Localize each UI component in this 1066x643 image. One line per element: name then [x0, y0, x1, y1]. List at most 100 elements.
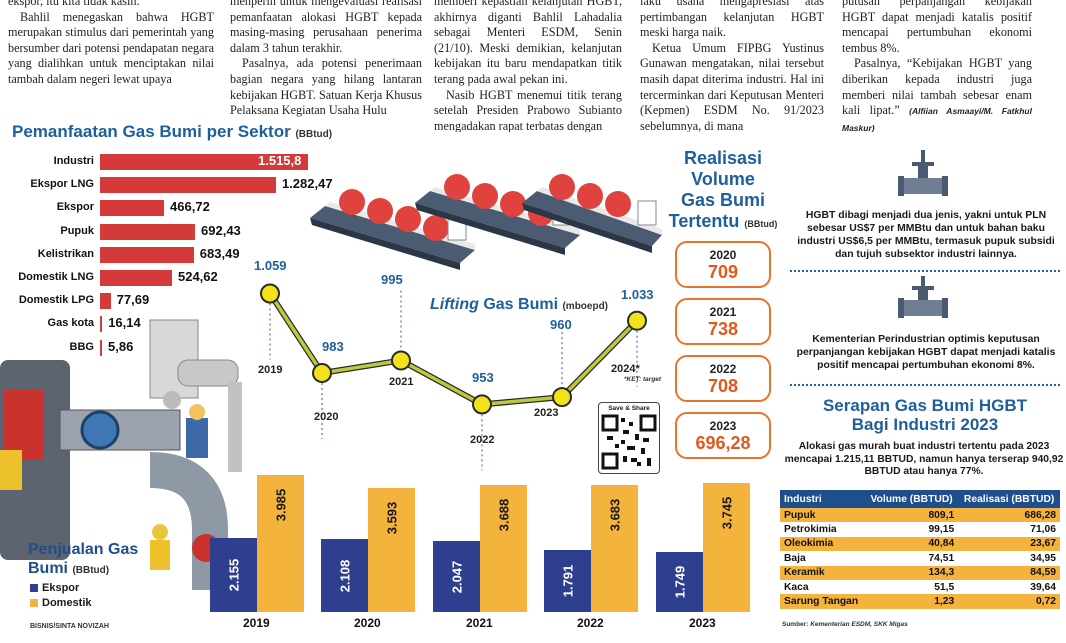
sales-bar-domestik: 3.593: [368, 488, 415, 612]
article-text: ekspor, itu kita tidak kasih.” Bahlil me…: [0, 0, 1066, 132]
lng-ship-icon: [522, 174, 662, 253]
sector-value-label: 466,72: [170, 199, 210, 215]
source-note: Sumber: Kementerian ESDM, SKK Migas: [782, 621, 908, 628]
table-cell: Keramik: [780, 565, 865, 580]
realisasi-year: 2023: [709, 419, 737, 433]
table-cell: 134,3: [864, 565, 959, 580]
sector-bar: [100, 200, 165, 217]
lifting-chart-title: Lifting Gas Bumi (mboepd): [430, 296, 609, 313]
sales-value-label: 3.688: [496, 498, 511, 532]
sector-row: Ekspor 466,72: [0, 198, 330, 217]
credit-line: BISNIS/SINTA NOVIZAH: [30, 623, 109, 630]
table-cell: Sarung Tangan: [780, 594, 865, 609]
lifting-year-label: 2023: [534, 407, 559, 420]
table-cell: 84,59: [958, 565, 1060, 580]
lifting-point: [552, 387, 572, 408]
table-header-cell: Industri: [780, 490, 865, 508]
lifting-value-label: 953: [472, 370, 494, 386]
sales-bar-domestik: 3.688: [480, 484, 527, 612]
sales-bar-domestik: 3.745: [703, 482, 750, 612]
sales-bar-domestik: 3.683: [591, 484, 638, 612]
sector-chart-title: Pemanfaatan Gas Bumi per Sektor (BBtud): [12, 122, 333, 141]
sector-value-label: 1.282,47: [281, 176, 333, 192]
table-header-cell: Realisasi (BBTUD): [958, 490, 1060, 508]
lifting-point: [627, 310, 647, 331]
sales-bar-ekspor: 2.047: [433, 541, 480, 612]
lifting-value-label: 1.059: [254, 257, 287, 273]
realisasi-value: 738: [707, 319, 739, 339]
sector-bar: [100, 293, 111, 310]
sector-value-label: 5,86: [108, 338, 134, 354]
legend-swatch: [30, 584, 38, 593]
sector-bar: [100, 223, 196, 240]
table-cell: 809,1: [864, 508, 959, 523]
realisasi-box: 2021 738: [675, 298, 771, 345]
sector-row: BBG 5,86: [0, 338, 330, 357]
realisasi-value: 709: [707, 262, 739, 282]
table-cell: 39,64: [958, 579, 1060, 595]
sector-bar: [100, 154, 308, 170]
sector-row: Industri 1.515,8: [0, 152, 330, 171]
lifting-point: [312, 363, 332, 384]
realisasi-title: Realisasi Volume Gas Bumi Tertentu (BBtu…: [668, 148, 778, 231]
sales-value-label: 3.985: [273, 488, 288, 521]
divider: [790, 384, 1060, 386]
sector-value-label: 683,49: [199, 245, 240, 261]
serapan-title: Serapan Gas Bumi HGBT Bagi Industri 2023: [822, 396, 1028, 434]
table-row: Kaca 51,5 39,64: [780, 579, 1060, 595]
sector-bar: [100, 339, 102, 356]
legend-domestik: Domestik: [30, 597, 92, 609]
table-cell: 1,23: [864, 594, 959, 609]
table-header-row: Industri Volume (BBTUD) Realisasi (BBTUD…: [780, 490, 1060, 508]
table-cell: Pupuk: [780, 508, 865, 523]
realisasi-year: 2021: [709, 305, 737, 319]
sales-bar-domestik: 3.985: [257, 474, 304, 612]
lifting-target-note: *KET: target: [624, 376, 662, 383]
table-cell: 99,15: [864, 522, 959, 537]
sales-year-label: 2022: [577, 616, 604, 630]
lng-ship-icon: [310, 189, 475, 270]
serapan-table: Industri Volume (BBTUD) Realisasi (BBTUD…: [780, 490, 1060, 609]
sales-value-label: 2.108: [337, 559, 352, 592]
sales-value-label: 2.155: [226, 558, 241, 592]
sector-row: Domestik LNG 524,62: [0, 268, 330, 287]
realisasi-value: 696,28: [695, 433, 751, 453]
table-cell: 686,28: [958, 508, 1060, 523]
sector-value-label: 524,62: [177, 269, 218, 284]
sector-bar: [100, 270, 172, 286]
sector-label: Ekspor LNG: [30, 178, 94, 191]
qr-label: Save & Share: [608, 405, 650, 412]
table-cell: 40,84: [864, 536, 959, 552]
sector-label: Industri: [53, 155, 94, 167]
realisasi-year: 2022: [709, 362, 737, 376]
sales-chart-title: Penjualan Gas Bumi (BBtud): [28, 541, 139, 577]
sector-row: Gas kota 16,14: [0, 314, 330, 333]
sales-year-label: 2021: [466, 616, 493, 630]
sector-label: BBG: [69, 340, 94, 353]
table-row: Pupuk 809,1 686,28: [780, 508, 1060, 523]
sales-year-label: 2023: [689, 616, 716, 630]
sales-value-label: 3.745: [719, 496, 734, 530]
table-cell: Baja: [780, 551, 865, 566]
table-row: Petrokimia 99,15 71,06: [780, 522, 1060, 537]
sector-label: Kelistrikan: [37, 247, 94, 260]
sector-value-label: 77,69: [116, 292, 150, 308]
serapan-description: Alokasi gas murah buat industri tertentu…: [784, 441, 1064, 477]
lifting-year-label: 2020: [314, 411, 339, 423]
realisasi-year: 2020: [709, 248, 737, 262]
hgbt-info-text: HGBT dibagi menjadi dua jenis, yakni unt…: [797, 210, 1055, 260]
table-cell: 74,51: [864, 551, 959, 566]
lifting-year-label: 2019: [258, 363, 283, 376]
sales-value-label: 2.047: [449, 560, 464, 593]
lifting-value-label: 995: [381, 272, 403, 288]
table-row: Oleokimia 40,84 23,67: [780, 536, 1060, 552]
lifting-value-label: 960: [550, 317, 572, 333]
sector-bar: [100, 177, 276, 194]
pipeline-worker-illustration: [0, 319, 242, 590]
sector-row: Ekspor LNG 1.282,47: [0, 175, 333, 194]
article-column-1: ekspor, itu kita tidak kasih.” Bahlil me…: [8, 0, 214, 86]
qr-code[interactable]: Save & Share: [598, 402, 660, 474]
lifting-year-label: 2021: [389, 376, 414, 389]
table-cell: Oleokimia: [780, 536, 865, 552]
sales-value-label: 3.593: [384, 501, 399, 535]
